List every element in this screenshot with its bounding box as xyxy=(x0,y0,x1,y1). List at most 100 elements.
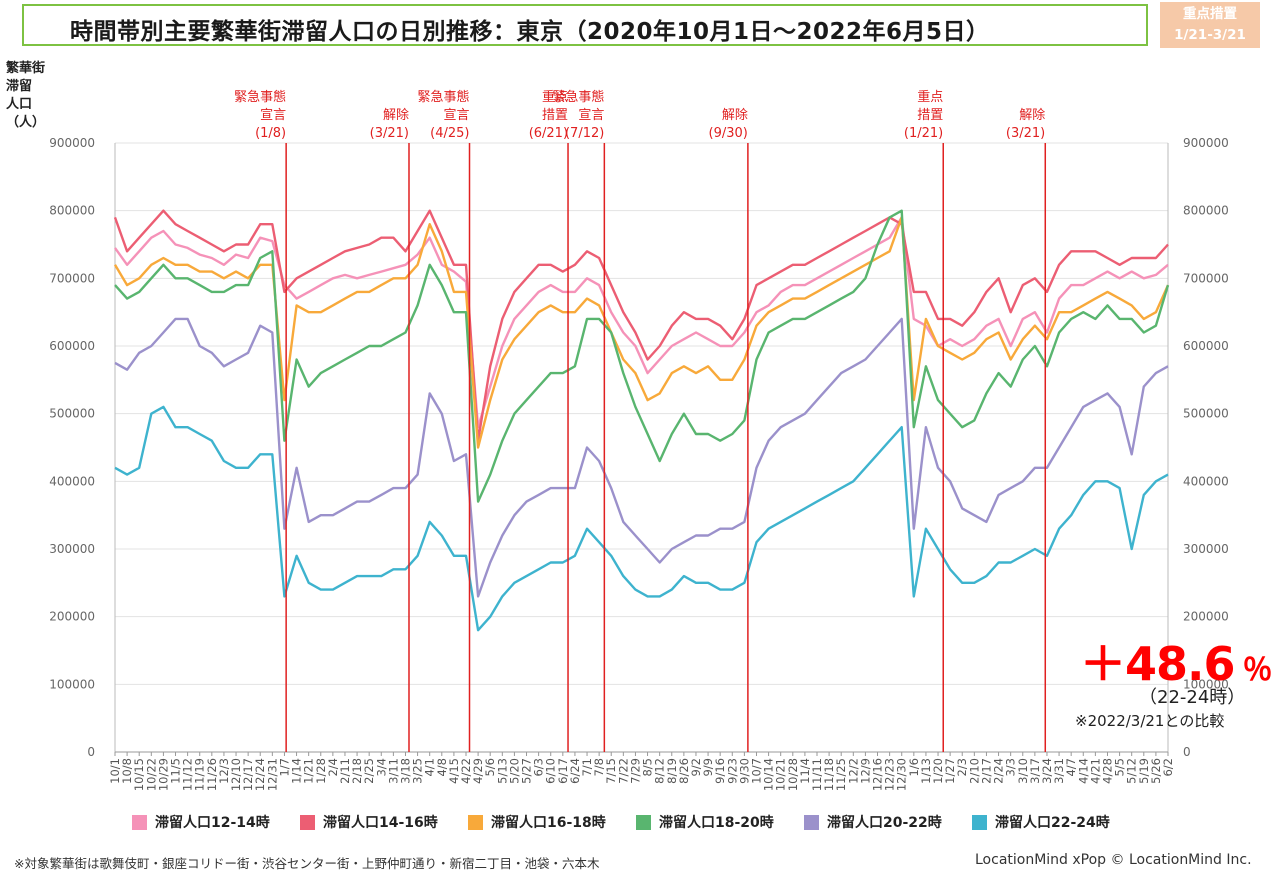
legend-item: 滞留人口22-24時 xyxy=(972,812,1140,832)
event-label: (7/12) xyxy=(565,126,604,141)
x-tick-label: 3/4 xyxy=(374,758,388,777)
x-tick-label: 4/21 xyxy=(1088,758,1102,784)
x-tick-label: 11/4 xyxy=(798,758,812,784)
y-tick-label-right: 100000 xyxy=(1183,677,1229,691)
legend-label: 滞留人口14-16時 xyxy=(323,815,438,831)
legend-swatch xyxy=(804,814,819,830)
legend-item: 滞留人口12-14時 xyxy=(132,812,300,832)
y-axis-title-line: 人口 xyxy=(6,97,33,112)
x-tick-label: 12/16 xyxy=(871,758,885,791)
event-label: (1/8) xyxy=(255,126,286,141)
legend-label: 滞留人口22-24時 xyxy=(995,815,1110,831)
measure-badge: 重点措置 1/21-3/21 xyxy=(1160,2,1260,48)
y-axis-title-line: 滞留 xyxy=(6,79,33,94)
event-label: (6/21) xyxy=(529,126,568,141)
x-tick-label: 4/28 xyxy=(1100,758,1114,784)
event-label: 緊急事態 xyxy=(234,89,286,105)
x-tick-label: 3/11 xyxy=(386,758,400,784)
x-tick-label: 10/8 xyxy=(120,758,134,784)
event-label: 重点 xyxy=(542,89,568,105)
x-tick-label: 11/18 xyxy=(822,758,836,791)
x-tick-label: 10/15 xyxy=(132,758,146,791)
y-tick-label-right: 600000 xyxy=(1183,339,1229,353)
event-label: 宣言 xyxy=(578,107,604,123)
y-tick-label-right: 500000 xyxy=(1183,407,1229,421)
legend-item: 滞留人口16-18時 xyxy=(468,812,636,832)
x-tick-label: 5/26 xyxy=(1149,758,1163,784)
x-tick-label: 11/25 xyxy=(834,758,848,791)
y-tick-label-right: 200000 xyxy=(1183,610,1229,624)
x-tick-label: 10/22 xyxy=(144,758,158,791)
event-label: (1/21) xyxy=(904,126,943,141)
event-label: 宣言 xyxy=(260,107,286,123)
x-tick-label: 5/6 xyxy=(483,758,497,777)
x-tick-label: 12/3 xyxy=(217,758,231,784)
x-tick-label: 2/17 xyxy=(979,758,993,784)
event-label: 緊急事態 xyxy=(552,89,604,105)
y-tick-label-left: 900000 xyxy=(49,136,95,150)
x-tick-label: 5/5 xyxy=(1113,758,1127,777)
legend-item: 滞留人口20-22時 xyxy=(804,812,972,832)
y-axis-title: 繁華街 滞留 人口 （人） xyxy=(6,60,45,132)
y-tick-label-left: 600000 xyxy=(49,339,95,353)
event-label: 解除 xyxy=(383,108,409,123)
x-tick-label: 9/16 xyxy=(713,758,727,784)
x-tick-label: 5/19 xyxy=(1137,758,1151,784)
x-tick-label: 7/22 xyxy=(616,758,630,784)
x-tick-label: 8/26 xyxy=(677,758,691,784)
series-line xyxy=(114,209,1170,503)
series-line xyxy=(114,317,1169,598)
page-title: 時間帯別主要繁華街滞留人口の日別推移：東京（2020年10月1日～2022年6月… xyxy=(70,19,990,45)
x-tick-label: 5/12 xyxy=(1125,758,1139,784)
event-label: 重点 xyxy=(917,89,943,105)
event-label: 宣言 xyxy=(443,107,469,123)
x-tick-label: 1/13 xyxy=(919,758,933,784)
x-tick-label: 4/15 xyxy=(447,758,461,784)
x-tick-label: 12/24 xyxy=(253,758,267,791)
footnote: ※対象繁華街は歌舞伎町・銀座コリドー街・渋谷センター街・上野仲町通り・新宿二丁目… xyxy=(14,856,600,871)
event-label: (3/21) xyxy=(370,126,409,141)
y-tick-label-left: 800000 xyxy=(49,204,95,218)
event-label: 解除 xyxy=(722,108,748,123)
x-tick-label: 11/26 xyxy=(205,758,219,791)
x-tick-label: 1/6 xyxy=(907,758,921,777)
x-tick-label: 10/29 xyxy=(156,758,170,791)
y-tick-label-left: 400000 xyxy=(49,474,95,488)
x-tick-label: 1/27 xyxy=(943,758,957,784)
x-tick-label: 1/21 xyxy=(302,758,316,784)
x-tick-label: 9/9 xyxy=(701,758,715,777)
y-axis-title-line: 繁華街 xyxy=(6,61,46,76)
percent-change: ＋48.6 ％ xyxy=(1080,628,1273,694)
legend-swatch xyxy=(300,814,315,830)
y-tick-label-right: 0 xyxy=(1183,745,1191,759)
badge-line2: 1/21-3/21 xyxy=(1174,27,1246,43)
event-label: 措置 xyxy=(917,108,943,123)
x-tick-label: 4/22 xyxy=(459,758,473,784)
x-tick-label: 4/14 xyxy=(1076,758,1090,784)
x-tick-label: 3/3 xyxy=(1004,758,1018,777)
legend-swatch xyxy=(972,814,987,830)
x-tick-label: 6/17 xyxy=(556,758,570,784)
series-line xyxy=(114,216,1169,429)
x-tick-label: 6/10 xyxy=(544,758,558,784)
x-tick-label: 3/25 xyxy=(411,758,425,784)
x-tick-label: 3/24 xyxy=(1040,758,1054,784)
x-tick-label: 4/29 xyxy=(471,758,485,784)
x-tick-label: 6/3 xyxy=(532,758,546,777)
x-tick-label: 9/30 xyxy=(737,758,751,784)
x-tick-label: 2/18 xyxy=(350,758,364,784)
event-label: 措置 xyxy=(542,108,568,123)
x-tick-label: 11/19 xyxy=(193,758,207,791)
series-line xyxy=(113,216,1170,449)
legend-label: 滞留人口20-22時 xyxy=(827,815,942,831)
x-tick-label: 2/10 xyxy=(967,758,981,784)
y-tick-label-left: 500000 xyxy=(49,407,95,421)
x-tick-label: 10/28 xyxy=(786,758,800,791)
event-label: (3/21) xyxy=(1006,126,1045,141)
legend-swatch xyxy=(468,814,483,830)
x-tick-label: 1/28 xyxy=(314,758,328,784)
x-tick-label: 7/15 xyxy=(604,758,618,784)
legend-swatch xyxy=(132,814,147,830)
legend-item: 滞留人口18-20時 xyxy=(636,812,804,832)
